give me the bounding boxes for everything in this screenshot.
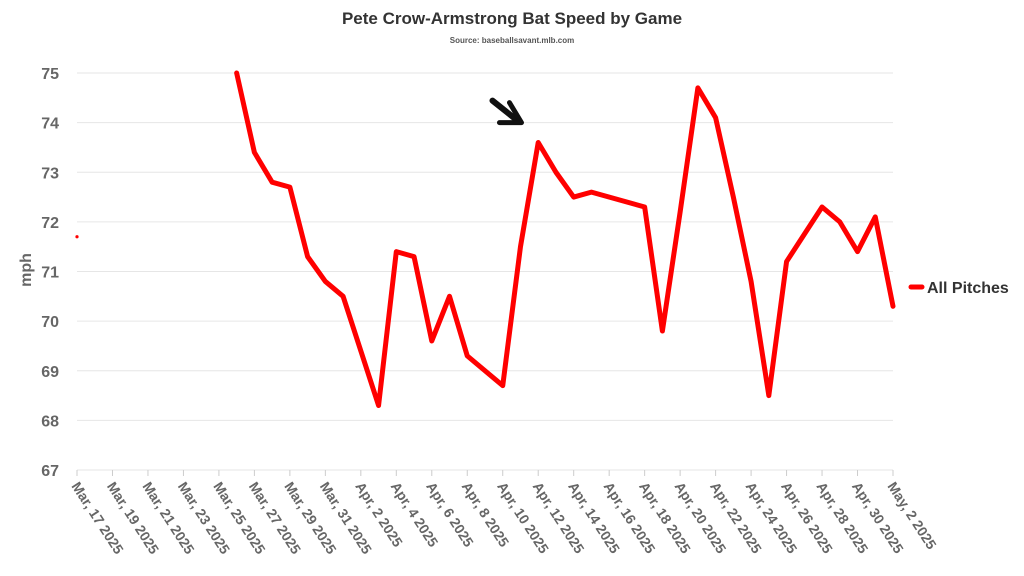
y-tick-label: 67 [41, 463, 59, 480]
series-line [234, 70, 896, 408]
y-tick-label: 72 [41, 215, 59, 232]
annotations [489, 97, 524, 126]
y-axis: 67 68 69 70 71 72 73 74 75 [41, 66, 59, 480]
legend[interactable]: All Pitches [908, 280, 1009, 297]
y-tick-label: 69 [41, 364, 59, 381]
series-all-pitches [75, 70, 896, 408]
y-tick-label: 73 [41, 165, 59, 182]
y-axis-label: mph [18, 253, 35, 287]
annotation-arrow [489, 97, 524, 126]
data-point [75, 235, 79, 239]
chart-title: Pete Crow-Armstrong Bat Speed by Game [342, 9, 682, 28]
arrow-shaft [489, 97, 521, 124]
y-tick-label: 70 [41, 314, 59, 331]
legend-label-all-pitches: All Pitches [927, 280, 1009, 297]
chart-subtitle: Source: baseballsavant.mlb.com [450, 36, 575, 45]
y-tick-label: 71 [41, 265, 59, 282]
arrow-head [496, 100, 524, 126]
gridlines [77, 72, 893, 471]
y-tick-label: 75 [41, 66, 59, 83]
y-tick-label: 74 [41, 116, 59, 133]
y-tick-label: 68 [41, 413, 59, 430]
